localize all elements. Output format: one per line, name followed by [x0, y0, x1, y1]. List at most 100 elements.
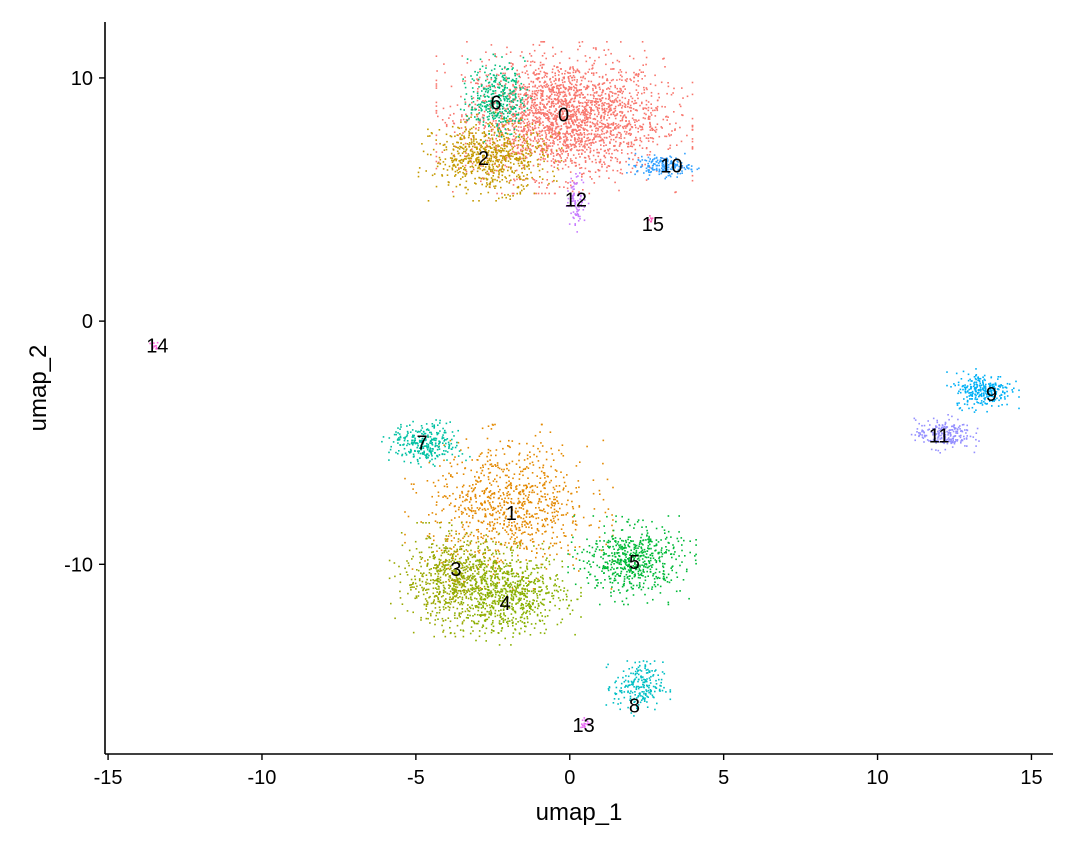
point: [613, 128, 616, 130]
point: [534, 181, 536, 183]
point: [521, 502, 524, 504]
point: [530, 139, 532, 142]
point: [597, 84, 599, 86]
point: [540, 41, 542, 43]
point: [624, 88, 626, 90]
point: [594, 171, 597, 173]
point: [569, 110, 572, 113]
point: [499, 139, 501, 141]
point: [580, 134, 583, 136]
point: [591, 101, 593, 104]
point: [491, 514, 494, 517]
point: [486, 610, 488, 613]
point: [551, 135, 553, 138]
point: [495, 147, 497, 150]
point: [598, 161, 601, 163]
point: [598, 56, 600, 59]
point: [462, 524, 464, 526]
point: [475, 82, 477, 85]
point: [586, 103, 588, 105]
point: [550, 503, 553, 505]
point: [461, 596, 464, 599]
point: [551, 511, 554, 514]
point: [476, 82, 478, 84]
point: [598, 111, 600, 114]
point: [564, 98, 567, 100]
point: [491, 509, 494, 511]
point: [543, 115, 546, 117]
point: [563, 118, 566, 120]
point: [449, 105, 452, 108]
point: [552, 139, 554, 142]
point: [463, 173, 465, 175]
point: [636, 161, 638, 164]
point: [477, 585, 480, 587]
point: [609, 82, 611, 84]
point: [504, 123, 507, 126]
point: [571, 534, 573, 536]
point: [563, 108, 565, 110]
point: [665, 135, 668, 138]
point: [612, 169, 614, 172]
point: [548, 118, 551, 120]
point: [478, 476, 480, 478]
point: [479, 495, 481, 497]
point: [553, 162, 556, 164]
point: [495, 551, 497, 553]
point: [462, 602, 465, 604]
point: [474, 177, 476, 180]
point: [443, 459, 445, 462]
point: [519, 547, 521, 549]
point: [543, 148, 545, 150]
point: [560, 109, 563, 111]
point: [486, 170, 489, 173]
point: [487, 137, 490, 139]
point: [536, 607, 539, 610]
point: [525, 133, 527, 135]
point: [529, 634, 532, 636]
point: [537, 578, 539, 580]
point: [444, 619, 447, 621]
point: [601, 102, 604, 104]
point: [583, 122, 586, 124]
point: [634, 124, 636, 126]
point: [575, 129, 577, 131]
point: [545, 57, 547, 60]
point: [523, 168, 526, 170]
point: [494, 86, 496, 89]
point: [575, 89, 578, 91]
point: [514, 97, 516, 100]
point: [448, 532, 451, 535]
point: [558, 77, 560, 80]
point: [483, 534, 485, 537]
point: [535, 131, 538, 133]
point: [578, 546, 581, 548]
point: [619, 91, 621, 93]
point: [466, 143, 469, 145]
point: [442, 581, 444, 584]
point: [580, 126, 582, 129]
point: [540, 95, 542, 97]
point: [412, 611, 414, 614]
point: [552, 492, 554, 494]
point: [452, 579, 454, 581]
point: [472, 168, 475, 171]
point: [435, 55, 438, 57]
point: [544, 519, 547, 522]
point: [469, 521, 471, 524]
point: [494, 478, 496, 480]
point: [452, 557, 454, 560]
point: [444, 163, 447, 166]
point: [512, 123, 515, 126]
point: [501, 112, 504, 114]
point: [470, 566, 472, 568]
point: [523, 127, 525, 130]
point: [477, 540, 480, 543]
point: [517, 559, 520, 561]
point: [566, 145, 569, 148]
point: [594, 133, 596, 136]
point: [691, 93, 694, 96]
point: [607, 508, 610, 510]
point: [502, 513, 504, 516]
point: [447, 184, 450, 186]
